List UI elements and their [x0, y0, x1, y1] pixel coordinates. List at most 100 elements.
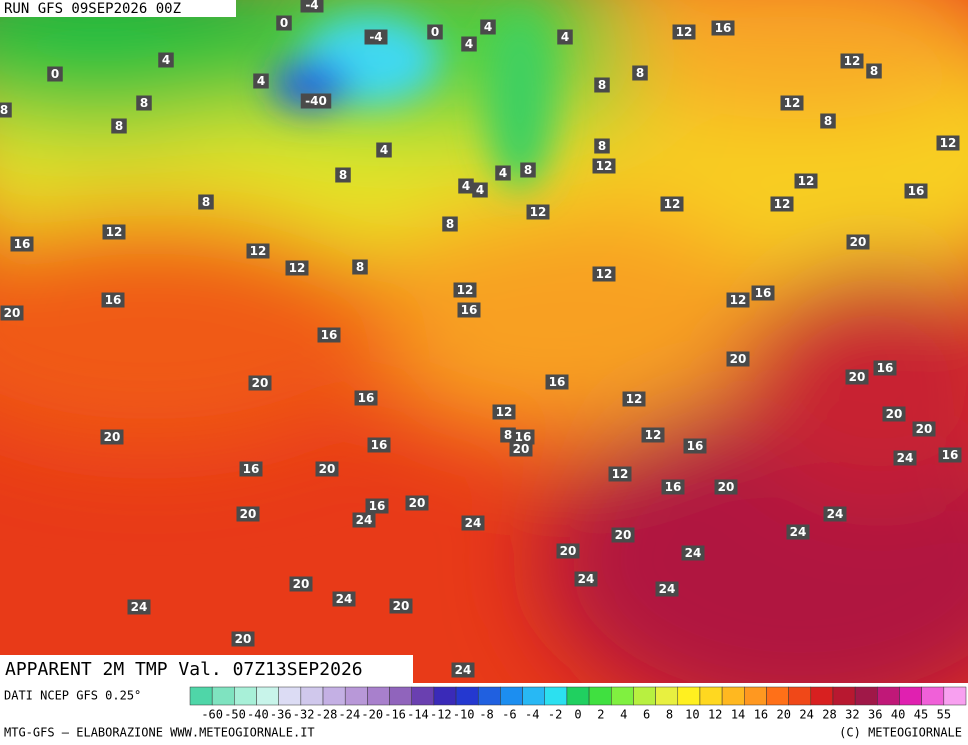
temperature-label: 16: [715, 21, 732, 35]
temperature-label: 0: [431, 25, 439, 39]
colorbar-swatch: [433, 686, 457, 706]
label-box: [239, 461, 263, 477]
temperature-label: 16: [14, 237, 31, 251]
temperature-label: 12: [596, 267, 613, 281]
temperature-label: 12: [250, 244, 267, 258]
temperature-label: 20: [240, 507, 257, 521]
temperature-field: [0, 0, 968, 683]
label-box: [681, 545, 705, 561]
temperature-label: 4: [462, 179, 470, 193]
run-label: RUN GFS 09SEP2026 00Z: [4, 1, 181, 17]
label-box: [786, 524, 810, 540]
temperature-label: 20: [718, 480, 735, 494]
colorbar-label: 8: [666, 708, 673, 722]
colorbar-swatch: [744, 686, 767, 706]
colorbar-swatch: [921, 686, 945, 706]
temperature-label: 4: [561, 30, 569, 44]
temperature-label: 20: [252, 376, 269, 390]
label-box: [938, 447, 962, 463]
colorbar-swatch: [877, 686, 900, 706]
temperature-label: 16: [105, 293, 122, 307]
temperature-label: 12: [844, 54, 861, 68]
label-box: [904, 183, 928, 199]
temperature-label: 24: [455, 663, 472, 677]
temperature-label: 20: [393, 599, 410, 613]
footer-right: (C) METEOGIORNALE: [839, 726, 962, 740]
colorbar-label: 20: [777, 708, 791, 722]
colorbar-swatch: [766, 686, 789, 706]
temperature-label: 16: [515, 430, 532, 444]
temperature-label: 8: [339, 168, 347, 182]
temperature-label: 4: [257, 74, 265, 88]
temperature-label: 12: [730, 293, 747, 307]
colorbar-label: -40: [247, 708, 269, 722]
temperature-label: 20: [886, 407, 903, 421]
label-box: [873, 360, 897, 376]
colorbar-swatch: [810, 686, 834, 706]
colorbar-label: -50: [224, 708, 246, 722]
temperature-label: 8: [870, 64, 878, 78]
colorbar-swatch: [788, 686, 812, 706]
temperature-label: 20: [849, 370, 866, 384]
label-box: [461, 515, 485, 531]
temperature-label: 20: [319, 462, 336, 476]
label-box: [285, 260, 309, 276]
label-box: [672, 24, 696, 40]
colorbar-label: -6: [502, 708, 516, 722]
temperature-label: 16: [243, 462, 260, 476]
temperature-label: 24: [827, 507, 844, 521]
colorbar-swatch: [699, 686, 723, 706]
colorbar-swatch: [367, 686, 390, 706]
label-box: [655, 581, 679, 597]
colorbar-label: 12: [708, 708, 722, 722]
temperature-label: 16: [665, 480, 682, 494]
temperature-label: 16: [549, 375, 566, 389]
colorbar-label: 40: [891, 708, 905, 722]
colorbar-swatch: [300, 686, 324, 706]
label-box: [632, 65, 648, 81]
colorbar-label: 0: [574, 708, 581, 722]
colorbar-swatch: [189, 686, 213, 706]
colorbar-swatch: [256, 686, 279, 706]
label-box: [461, 36, 477, 52]
colorbar-label: 10: [685, 708, 699, 722]
label-box: [492, 404, 516, 420]
temperature-label: 24: [131, 600, 148, 614]
label-box: [611, 527, 635, 543]
colorbar-swatch: [278, 686, 302, 706]
temperature-label: 20: [513, 442, 530, 456]
colorbar-swatch: [854, 686, 878, 706]
label-box: [352, 259, 368, 275]
colorbar-label: -12: [430, 708, 452, 722]
temperature-label: 12: [596, 159, 613, 173]
temperature-label: 8: [598, 78, 606, 92]
label-box: [726, 292, 750, 308]
temperature-label: 16: [908, 184, 925, 198]
colorbar-label: -14: [407, 708, 429, 722]
label-box: [198, 194, 214, 210]
colorbar-label: 55: [937, 708, 951, 722]
label-box: [442, 216, 458, 232]
label-box: [158, 52, 174, 68]
temperature-label: 16: [687, 439, 704, 453]
label-box: [511, 429, 535, 445]
temperature-label: 8: [636, 66, 644, 80]
label-box: [608, 466, 632, 482]
colorbar-label: 16: [754, 708, 768, 722]
label-box: [592, 266, 616, 282]
label-box: [520, 162, 536, 178]
label-box: [594, 77, 610, 93]
label-box: [111, 118, 127, 134]
colorbar-swatch: [477, 686, 501, 706]
colorbar-swatch: [522, 686, 545, 706]
label-box: [317, 327, 341, 343]
colorbar-label: 32: [845, 708, 859, 722]
colorbar-swatch: [611, 686, 634, 706]
colorbar-label: -16: [384, 708, 406, 722]
colorbar-label: 2: [597, 708, 604, 722]
temperature-label: 12: [645, 428, 662, 442]
temperature-label: 12: [530, 205, 547, 219]
colorbar-label: -28: [316, 708, 338, 722]
source-label: DATI NCEP GFS 0.25°: [4, 689, 141, 703]
